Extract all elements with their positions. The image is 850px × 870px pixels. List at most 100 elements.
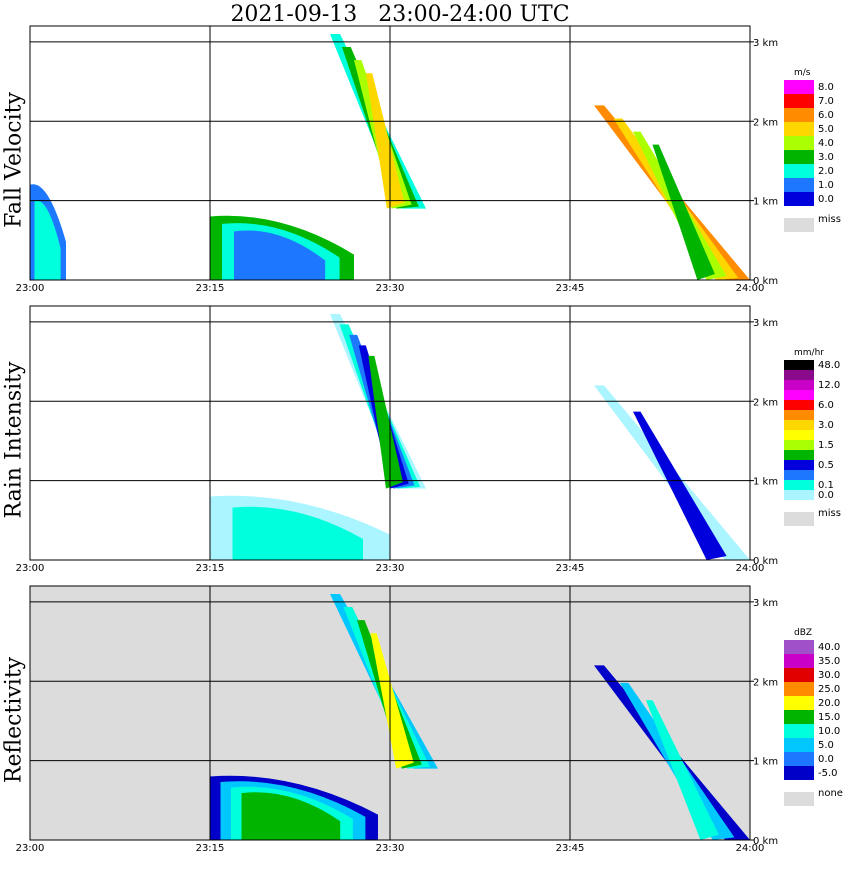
rain-intensity-legend-swatch-12 xyxy=(784,470,814,480)
rain-intensity-x-tick-3: 23:30 xyxy=(376,563,405,574)
reflectivity-legend-swatch-1 xyxy=(784,640,814,654)
rain-intensity-legend-swatch-9 xyxy=(784,440,814,450)
reflectivity-legend-swatch-9 xyxy=(784,752,814,766)
reflectivity-legend-row-7: 10.0 xyxy=(784,724,846,738)
rain-intensity-legend-level-1: 48.0 xyxy=(818,360,841,371)
rain-intensity-legend-level-7: 3.0 xyxy=(818,420,834,431)
rain-intensity-legend-row-11: 0.5 xyxy=(784,460,846,471)
fall-velocity-x-tick-3: 23:30 xyxy=(376,283,405,294)
reflectivity-legend-swatch-7 xyxy=(784,724,814,738)
rain-intensity-legend-swatch-13 xyxy=(784,480,814,490)
reflectivity-legend-row-4: 25.0 xyxy=(784,682,846,696)
reflectivity-x-tick-5: 24:00 xyxy=(736,843,765,854)
reflectivity-legend-level-5: 20.0 xyxy=(818,698,841,709)
reflectivity-y-tick-1: 0 km xyxy=(753,836,778,847)
fall-velocity-legend-swatch-3 xyxy=(784,108,814,122)
fall-velocity-panel: Fall Velocity 23:00 23:15 23:30 23:45 24:00 0… xyxy=(0,20,850,310)
fall-velocity-echo-2-band-3 xyxy=(234,230,326,280)
fall-velocity-legend-level-1: 8.0 xyxy=(818,82,834,93)
rain-intensity-legend-swatch-4 xyxy=(784,390,814,400)
reflectivity-legend-level-3: 30.0 xyxy=(818,670,841,681)
rain-intensity-legend-row-5: 6.0 xyxy=(784,400,846,411)
rain-intensity-legend-swatch-2 xyxy=(784,370,814,380)
rain-intensity-echo-2-band-2 xyxy=(232,506,363,560)
reflectivity-x-tick-4: 23:45 xyxy=(556,843,585,854)
rain-intensity-legend-swatch-6 xyxy=(784,410,814,420)
fall-velocity-legend-missing-swatch xyxy=(784,218,814,232)
fall-velocity-legend-row-3: 6.0 xyxy=(784,108,846,122)
rain-intensity-echo-3-band-2 xyxy=(633,411,727,560)
reflectivity-y-tick-2: 1 km xyxy=(753,757,778,768)
rain-intensity-frame xyxy=(29,305,751,561)
fall-velocity-y-tick-4: 3 km xyxy=(753,38,778,49)
reflectivity-legend-level-7: 10.0 xyxy=(818,726,841,737)
rain-intensity-legend-swatch-8 xyxy=(784,430,814,440)
fall-velocity-legend-row-8: 1.0 xyxy=(784,178,846,192)
reflectivity-y-tick-3: 2 km xyxy=(753,677,778,688)
fall-velocity-legend-row-5: 4.0 xyxy=(784,136,846,150)
fall-velocity-y-tick-3: 2 km xyxy=(753,117,778,128)
rain-intensity-legend-swatch-5 xyxy=(784,400,814,410)
fall-velocity-legend-swatch-4 xyxy=(784,122,814,136)
reflectivity-legend-level-10: -5.0 xyxy=(818,768,838,779)
rain-intensity-legend-row-7: 3.0 xyxy=(784,420,846,431)
rain-intensity-legend-level-3: 12.0 xyxy=(818,380,841,391)
rain-intensity-x-tick-1: 23:00 xyxy=(16,563,45,574)
rain-intensity-legend-swatch-10 xyxy=(784,450,814,460)
reflectivity-legend-level-4: 25.0 xyxy=(818,684,841,695)
fall-velocity-echo-3-band-2 xyxy=(34,200,61,280)
fall-velocity-y-tick-1: 0 km xyxy=(753,276,778,287)
reflectivity-legend-level-2: 35.0 xyxy=(818,656,841,667)
fall-velocity-legend-swatch-1 xyxy=(784,80,814,94)
rain-intensity-legend-missing-swatch xyxy=(784,512,814,526)
fall-velocity-echo-1-band-4 xyxy=(366,73,405,209)
fall-velocity-legend-row-9: 0.0 xyxy=(784,192,846,206)
reflectivity-legend-swatch-2 xyxy=(784,654,814,668)
rain-intensity-legend-row-6 xyxy=(784,410,846,420)
fall-velocity-x-tick-4: 23:45 xyxy=(556,283,585,294)
reflectivity-x-tick-3: 23:30 xyxy=(376,843,405,854)
rain-intensity-panel: Rain Intensity 23:00 23:15 23:30 23:45 24:00… xyxy=(0,300,850,590)
chart-title: 2021-09-13 23:00-24:00 UTC xyxy=(230,2,570,27)
reflectivity-echo-2-band-4 xyxy=(241,792,341,840)
reflectivity-legend-row-8: 5.0 xyxy=(784,738,846,752)
reflectivity-legend-swatch-6 xyxy=(784,710,814,724)
fall-velocity-y-tick-2: 1 km xyxy=(753,197,778,208)
reflectivity-legend-row-6: 15.0 xyxy=(784,710,846,724)
fall-velocity-legend-swatch-7 xyxy=(784,164,814,178)
reflectivity-frame xyxy=(29,585,751,841)
reflectivity-x-tick-1: 23:00 xyxy=(16,843,45,854)
rain-intensity-legend-swatch-11 xyxy=(784,460,814,470)
fall-velocity-frame xyxy=(29,25,751,281)
fall-velocity-legend-row-1: 8.0 xyxy=(784,80,846,94)
rain-intensity-legend-level-9: 1.5 xyxy=(818,440,834,451)
fall-velocity-legend-swatch-8 xyxy=(784,178,814,192)
rain-intensity-legend-level-13: 0.1 xyxy=(818,480,834,491)
fall-velocity-legend-row-6: 3.0 xyxy=(784,150,846,164)
fall-velocity-legend-swatch-5 xyxy=(784,136,814,150)
reflectivity-x-tick-2: 23:15 xyxy=(196,843,225,854)
fall-velocity-legend-level-8: 1.0 xyxy=(818,180,834,191)
reflectivity-legend-level-8: 5.0 xyxy=(818,740,834,751)
rain-intensity-legend-swatch-1 xyxy=(784,360,814,370)
reflectivity-legend-swatch-8 xyxy=(784,738,814,752)
reflectivity-legend-swatch-10 xyxy=(784,766,814,780)
rain-intensity-legend-swatch-3 xyxy=(784,380,814,390)
reflectivity-legend-missing-label: none xyxy=(818,788,843,799)
fall-velocity-unit: m/s xyxy=(794,68,811,78)
fall-velocity-x-tick-5: 24:00 xyxy=(736,283,765,294)
reflectivity-legend-row-1: 40.0 xyxy=(784,640,846,654)
rain-intensity-legend-row-8 xyxy=(784,430,846,440)
rain-intensity-y-tick-4: 3 km xyxy=(753,318,778,329)
rain-intensity-echo-1-band-5 xyxy=(368,355,403,489)
fall-velocity-legend-level-3: 6.0 xyxy=(818,110,834,121)
fall-velocity-legend-missing-label: miss xyxy=(818,214,841,225)
reflectivity-unit: dBZ xyxy=(794,628,813,638)
reflectivity-y-tick-4: 3 km xyxy=(753,598,778,609)
rain-intensity-unit: mm/hr xyxy=(794,348,824,358)
reflectivity-heatmap: 23:00 23:15 23:30 23:45 24:000 km 1 km 2 km 3 k… xyxy=(16,585,778,854)
rain-intensity-legend-row-12 xyxy=(784,470,846,480)
reflectivity-legend-level-6: 15.0 xyxy=(818,712,841,723)
fall-velocity-legend-level-7: 2.0 xyxy=(818,166,834,177)
rain-intensity-y-tick-2: 1 km xyxy=(753,477,778,488)
